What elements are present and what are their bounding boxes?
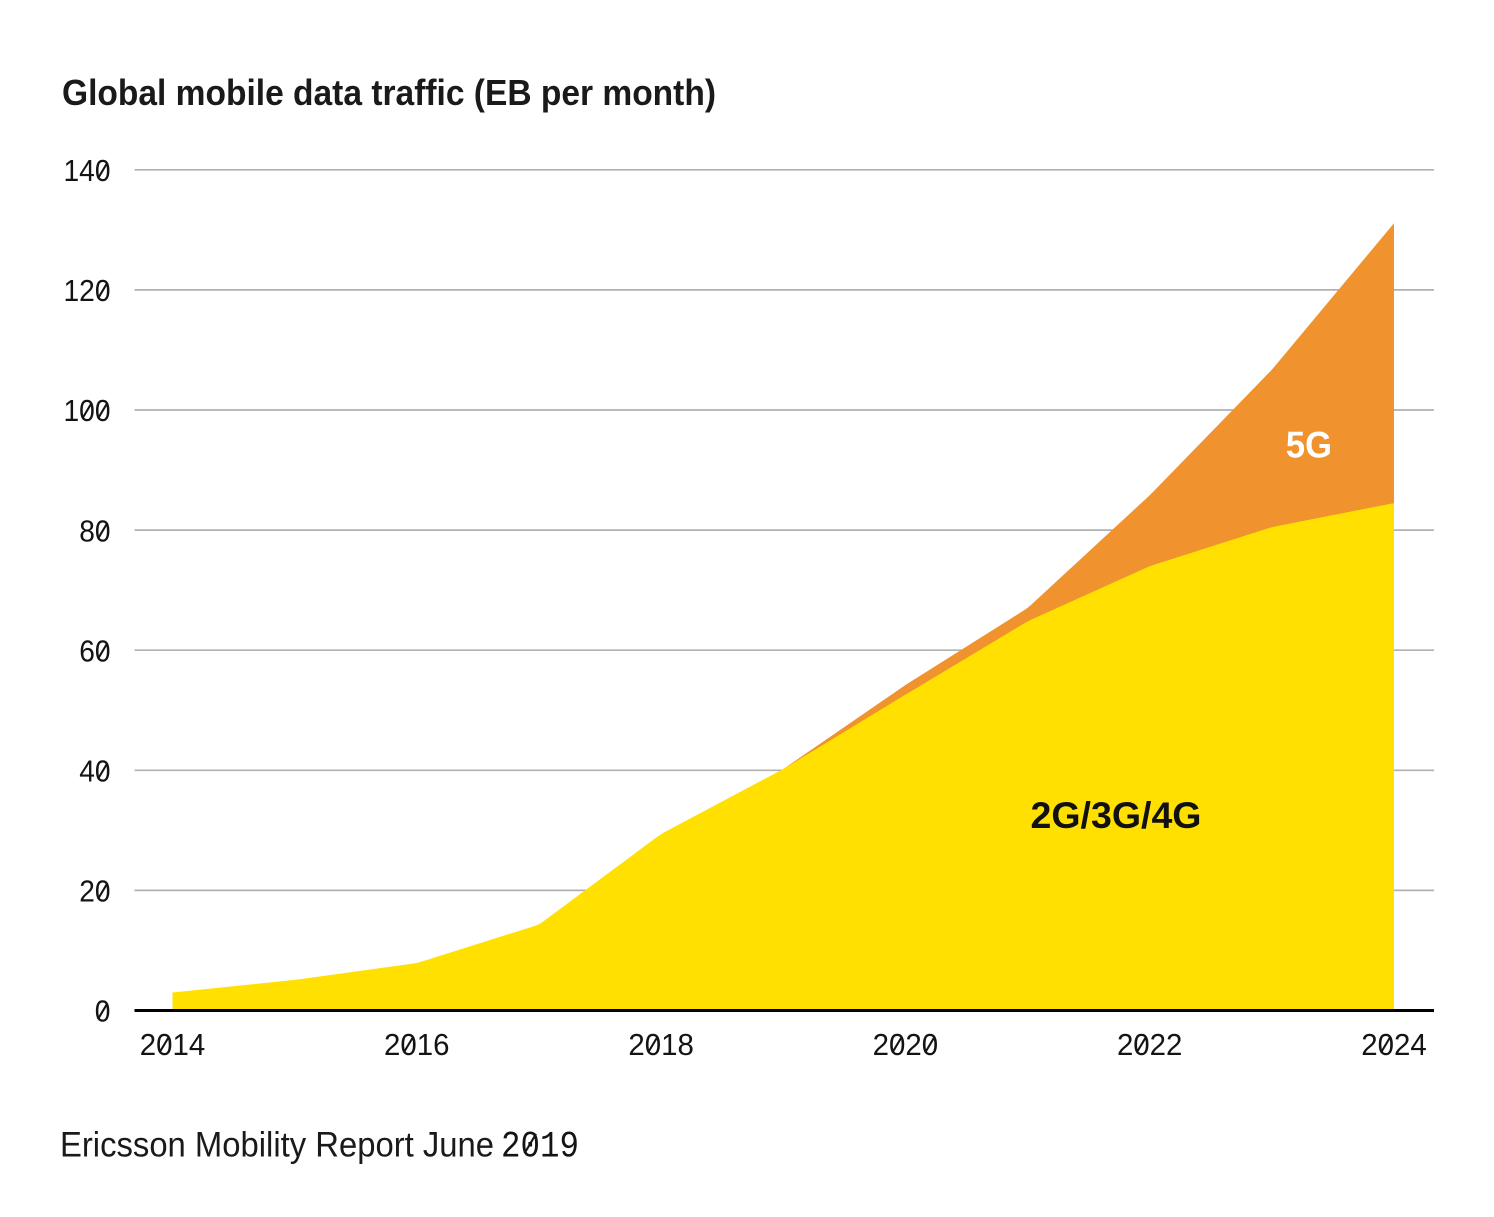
svg-text:2G/3G/4G: 2G/3G/4G — [1031, 795, 1202, 836]
svg-text:40: 40 — [79, 754, 110, 789]
svg-text:2022: 2022 — [1117, 1027, 1183, 1062]
svg-text:5G: 5G — [1286, 425, 1332, 466]
svg-text:2020: 2020 — [873, 1027, 939, 1062]
svg-text:2024: 2024 — [1361, 1027, 1427, 1062]
svg-text:Global mobile data traffic (EB: Global mobile data traffic (EB per month… — [62, 72, 716, 113]
svg-text:2018: 2018 — [628, 1027, 694, 1062]
svg-text:2019: 2019 — [501, 1127, 579, 1169]
svg-text:2016: 2016 — [384, 1027, 450, 1062]
svg-text:Ericsson Mobility Report June: Ericsson Mobility Report June — [60, 1126, 494, 1165]
svg-text:20: 20 — [79, 874, 110, 909]
svg-text:60: 60 — [79, 633, 110, 668]
svg-text:80: 80 — [79, 513, 110, 548]
svg-text:2014: 2014 — [140, 1027, 206, 1062]
